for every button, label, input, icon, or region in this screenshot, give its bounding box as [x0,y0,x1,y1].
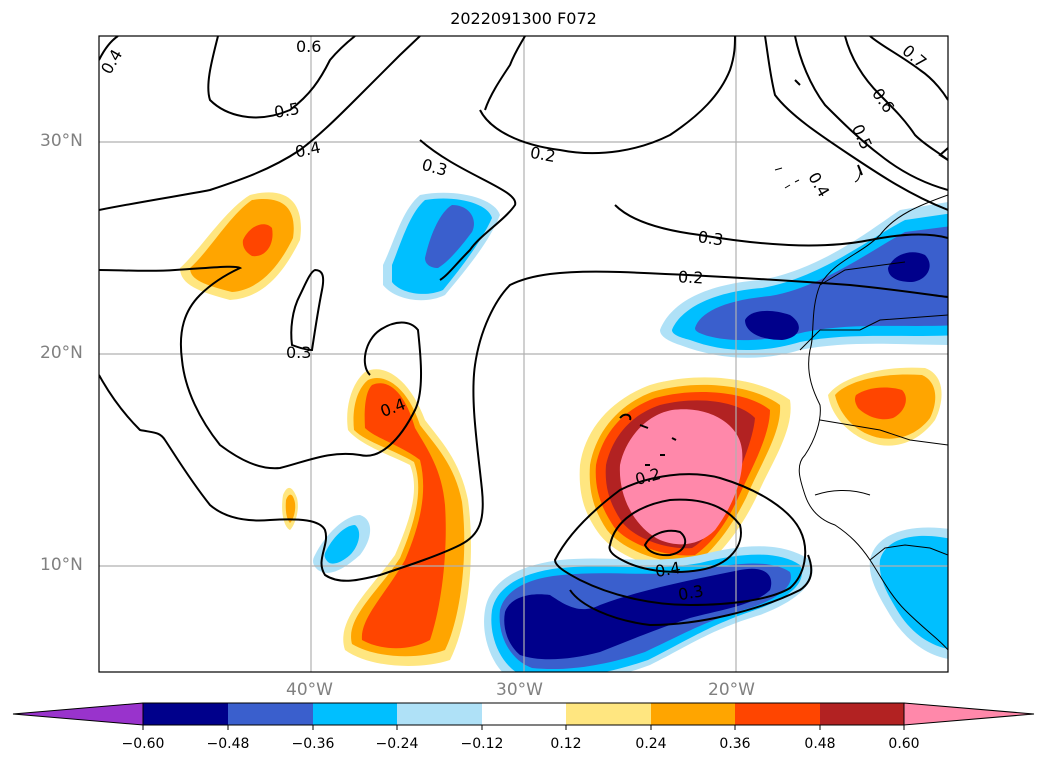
colorbar-tick-label: −0.24 [375,736,419,752]
positive-anomaly-region [619,409,743,545]
lon-label-30w: 30°W [496,680,543,700]
contour-label: 0.4 [654,558,682,581]
contour-lines [99,36,948,627]
colorbar-tick-label: −0.60 [121,736,165,752]
colorbar-bin [566,703,651,725]
colorbar-outline [142,702,905,726]
colorbar-bin [651,703,735,725]
colorbar-bin [228,703,313,725]
gridlines [99,36,948,672]
contour-label: 0.5 [273,99,301,122]
positive-anomaly-region [854,387,906,420]
lat-label-10n: 10°N [40,555,83,575]
map-frame [98,35,949,673]
negative-anomaly-region [888,252,930,282]
positive-anomaly-region [361,383,446,649]
positive-anomaly-region [242,224,273,257]
coastline [774,164,948,651]
contour-label: 0.2 [529,143,557,166]
negative-anomaly-region [504,568,772,660]
contour-label: 0.6 [296,37,321,56]
shaded-anomaly-field [180,192,948,672]
colorbar-extend-high [903,702,1035,726]
colorbar-bin [397,703,482,725]
contour-label: 0.3 [697,227,725,249]
colorbar-tick-label: 0.36 [719,736,751,752]
contour-label: 0.2 [677,267,703,287]
lon-label-40w: 40°W [286,680,333,700]
colorbar-bin [735,703,820,725]
lon-label-20w: 20°W [708,680,755,700]
contour-label: 0.3 [677,581,705,604]
colorbar-tick-label: −0.36 [291,736,335,752]
colorbar-tick-label: −0.12 [460,736,504,752]
colorbar-bin [313,703,397,725]
colorbar-tick-label: −0.48 [206,736,250,752]
negative-anomaly-region [745,310,799,340]
positive-anomaly-region [190,199,294,292]
contour-label: 0.4 [97,46,126,78]
colorbar-tick-label: 0.12 [550,736,582,752]
colorbar-bin [820,703,904,725]
colorbar-tick-label: 0.48 [804,736,836,752]
colorbar-tick-label: 0.60 [888,736,920,752]
negative-anomaly-region [425,205,474,268]
contour-label: 0.7 [899,41,931,72]
colorbar [12,702,1035,730]
colorbar-bin [143,703,228,725]
negative-anomaly-region [324,525,360,564]
contour-label: 0.4 [293,138,322,162]
map-title: 2022091300 F072 [450,9,597,28]
lat-label-30n: 30°N [40,131,83,151]
colorbar-tick-label: 0.24 [635,736,667,752]
colorbar-bin [482,703,566,725]
negative-anomaly-region [879,535,948,649]
positive-anomaly-region [285,494,296,523]
lat-label-20n: 20°N [40,343,83,363]
colorbar-extend-low [12,702,144,726]
contour-label: 0.3 [286,343,311,362]
contour-label: 0.4 [804,169,833,201]
contour-label: 0.6 [868,85,898,117]
